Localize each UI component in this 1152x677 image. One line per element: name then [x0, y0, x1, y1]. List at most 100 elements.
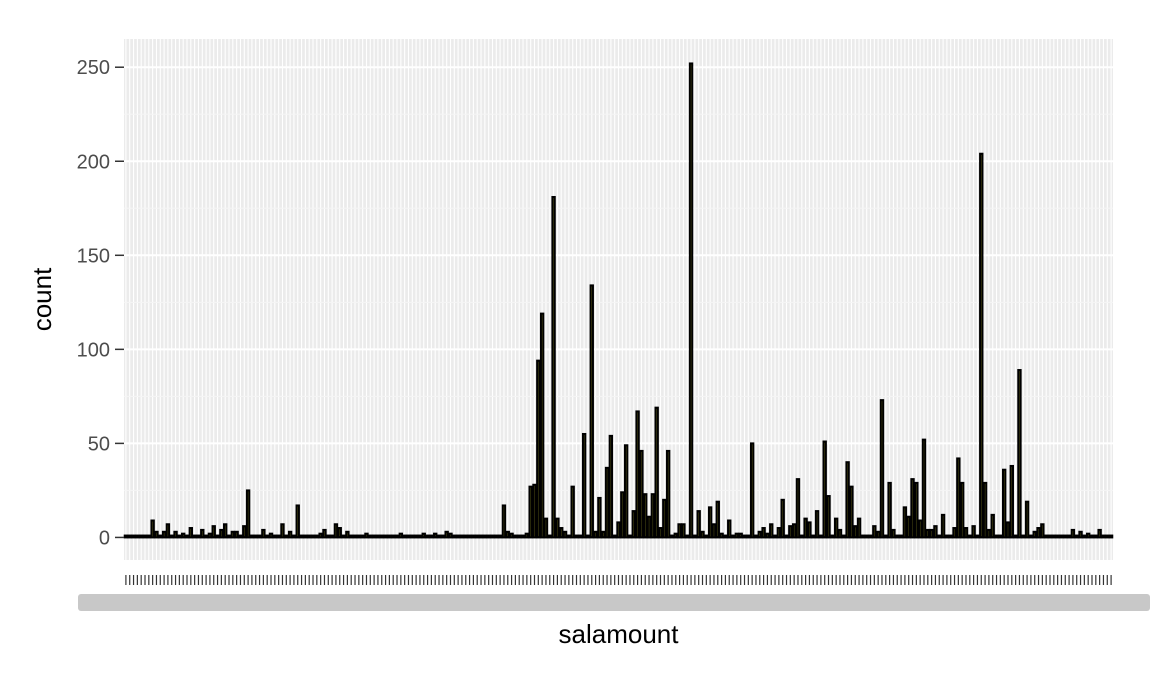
y-tick-label: 100 [77, 339, 110, 361]
bar [749, 442, 755, 539]
bar [413, 534, 419, 539]
bar [394, 534, 400, 539]
bar [982, 481, 988, 539]
bar [238, 534, 243, 539]
bar [925, 528, 930, 539]
bar [459, 534, 465, 539]
bar [734, 532, 740, 539]
bar [517, 534, 522, 539]
bar [284, 534, 289, 539]
bar [883, 534, 888, 539]
bar [856, 517, 862, 539]
bar [975, 534, 980, 539]
bar [421, 532, 426, 539]
bar [364, 532, 369, 539]
bar [593, 530, 598, 539]
bar [551, 195, 556, 539]
bar [345, 530, 350, 539]
bar [830, 534, 835, 539]
bar [952, 527, 957, 539]
bar [700, 530, 705, 539]
bar [715, 500, 720, 539]
bar [1097, 528, 1102, 539]
bar [616, 521, 621, 539]
bar [937, 534, 942, 539]
bar [872, 525, 877, 539]
bars [123, 62, 1114, 539]
bar [906, 515, 911, 539]
bar [730, 534, 736, 539]
bar [337, 527, 342, 539]
bar [784, 534, 789, 539]
bar [853, 525, 858, 539]
bar [967, 534, 972, 539]
bar [383, 534, 388, 539]
bar [333, 523, 339, 539]
bar [425, 534, 430, 539]
bar [940, 513, 946, 539]
bar [532, 483, 537, 539]
bar [429, 534, 434, 539]
bar [528, 485, 533, 539]
y-tick-label: 50 [88, 433, 110, 455]
bar [685, 534, 690, 539]
bar [761, 527, 766, 539]
bar [811, 534, 816, 539]
bar [902, 506, 908, 539]
bar [627, 534, 633, 539]
bar [154, 530, 159, 539]
bar [448, 532, 453, 539]
bar [589, 284, 594, 539]
y-axis-title: count [27, 267, 57, 331]
bar [769, 523, 774, 539]
bar [436, 534, 442, 539]
bar [757, 530, 762, 539]
bar [555, 517, 560, 539]
bar [875, 530, 881, 539]
bar [135, 534, 140, 539]
bar [643, 493, 648, 539]
bar [879, 399, 885, 539]
bar [547, 534, 552, 539]
bar [979, 152, 984, 539]
bar [639, 449, 644, 539]
bar [169, 534, 174, 539]
bar [398, 532, 404, 539]
y-tick-label: 200 [77, 151, 110, 173]
bar [322, 528, 327, 539]
bar [371, 534, 377, 539]
bar [295, 504, 300, 539]
bar [986, 528, 992, 539]
bar [994, 534, 999, 539]
bar [406, 534, 411, 539]
bar [814, 510, 820, 539]
bar [257, 534, 262, 539]
bar [165, 523, 171, 539]
bar [276, 534, 281, 539]
bar [612, 534, 617, 539]
bar [318, 532, 323, 539]
bar [467, 534, 472, 539]
bar [929, 528, 934, 539]
bar [291, 534, 297, 539]
bar [513, 534, 518, 539]
bar [375, 534, 381, 539]
bar [1013, 534, 1018, 539]
bar [845, 461, 850, 539]
bar [688, 62, 694, 539]
bar [475, 534, 480, 539]
bar [566, 534, 572, 539]
bar [352, 534, 358, 539]
bar [249, 534, 255, 539]
bar [646, 515, 652, 539]
bar [536, 359, 541, 539]
bar [402, 534, 407, 539]
bar [253, 534, 258, 539]
bar [1009, 464, 1014, 539]
bar [696, 510, 701, 539]
y-tick-label: 0 [99, 527, 110, 549]
bar [184, 534, 190, 539]
bar [635, 410, 640, 539]
bar [959, 481, 965, 539]
